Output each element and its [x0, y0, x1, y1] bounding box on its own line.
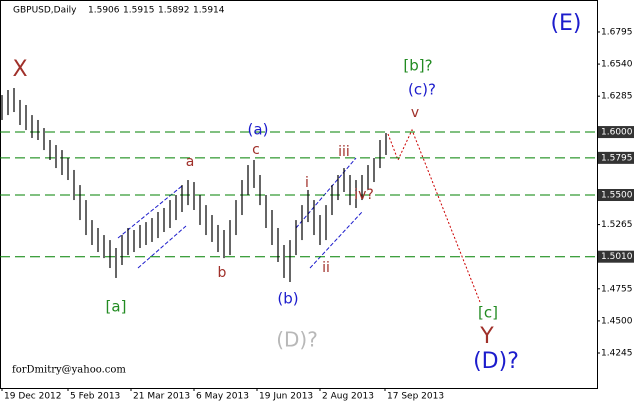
y-tick-label: 1.4500 — [601, 316, 633, 326]
watermark: forDmitry@yahoo.com — [12, 365, 126, 376]
wave-label: (a) — [248, 121, 269, 139]
level-label-box — [598, 250, 634, 263]
y-tick-label: 1.6540 — [601, 60, 633, 70]
quote-value: 1.5892 — [158, 6, 190, 16]
level-label: 1.5010 — [601, 252, 633, 262]
wave-label: [a] — [106, 298, 127, 316]
wave-label: Y — [479, 324, 494, 349]
y-tick-label: 1.4755 — [601, 284, 633, 294]
level-label-box — [598, 126, 634, 139]
x-tick-label: 6 May 2013 — [196, 392, 249, 402]
x-tick-label: 21 Mar 2013 — [133, 392, 190, 402]
y-tick-label: 1.6795 — [601, 27, 633, 37]
wave-label: (c)? — [408, 81, 436, 99]
wave-label: X — [12, 57, 27, 82]
y-tick-label: 1.6285 — [601, 92, 633, 102]
level-label-box — [598, 151, 634, 164]
wave-label: (D)? — [276, 328, 318, 352]
x-tick-label: 2 Aug 2013 — [322, 392, 374, 402]
wave-label: [c] — [478, 304, 498, 322]
level-label-box — [598, 189, 634, 202]
wave-label: (b) — [277, 290, 298, 308]
wave-label: ii — [322, 260, 330, 276]
wave-label: [b]? — [403, 57, 432, 75]
level-label: 1.6000 — [601, 128, 633, 138]
x-tick-label: 17 Sep 2013 — [387, 392, 444, 402]
forecast-path — [387, 128, 481, 303]
wave-label: a — [186, 154, 195, 170]
x-tick-label: 19 Dec 2012 — [4, 392, 62, 402]
y-tick-label: 1.4245 — [601, 349, 633, 359]
plot-frame — [0, 0, 598, 389]
x-tick-label: 5 Feb 2013 — [70, 392, 120, 402]
quote-value: 1.5906 — [88, 6, 120, 16]
quote-value: 1.5914 — [193, 6, 225, 16]
level-label: 1.5795 — [601, 153, 633, 163]
wave-label: iii — [338, 144, 350, 160]
quote-value: 1.5915 — [123, 6, 155, 16]
symbol: GBPUSD,Daily — [13, 6, 77, 16]
x-tick-label: 19 Jun 2013 — [259, 392, 313, 402]
wave-label: i — [305, 175, 309, 191]
y-tick-label: 1.5265 — [601, 220, 633, 230]
wave-label: c — [252, 142, 260, 158]
wave-label: (D)? — [473, 349, 519, 374]
wave-label: v — [411, 105, 419, 121]
wave-label: b — [218, 265, 227, 281]
wave-label: iv? — [354, 187, 374, 203]
level-label: 1.5500 — [601, 191, 633, 201]
wave-label: (E) — [550, 11, 581, 36]
